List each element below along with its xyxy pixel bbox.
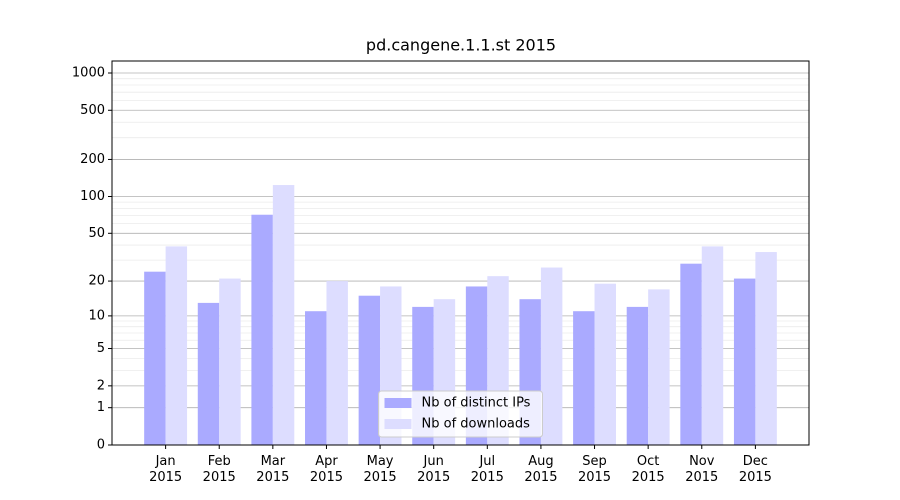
plot-frame (111, 60, 810, 446)
x-tick-label: Sep 2015 (578, 454, 611, 485)
x-tick-label: Apr 2015 (310, 454, 343, 485)
y-tick-label: 1 (97, 400, 105, 415)
y-tick-label: 5 (97, 341, 105, 356)
bar (326, 281, 348, 445)
legend-swatch (384, 419, 412, 429)
bar (594, 283, 616, 445)
x-tick-label: Feb 2015 (203, 454, 236, 485)
bar (219, 278, 241, 445)
bar (197, 302, 220, 445)
bar (272, 185, 295, 445)
bar (648, 289, 670, 445)
bar (165, 246, 188, 445)
x-tick-label: Jul 2015 (471, 454, 504, 485)
y-tick-label: 10 (88, 308, 105, 323)
y-tick-label: 1000 (72, 66, 105, 81)
bar (755, 252, 777, 445)
bar (251, 214, 273, 445)
x-tick-label: Aug 2015 (524, 454, 557, 485)
y-tick-label: 200 (80, 152, 105, 167)
bar (733, 278, 756, 445)
y-tick-label: 100 (80, 189, 105, 204)
x-tick-label: Nov 2015 (685, 454, 718, 485)
bar (680, 263, 702, 445)
y-tick-label: 20 (88, 274, 105, 289)
legend-box (378, 390, 543, 438)
legend-label: Nb of distinct IPs (422, 396, 531, 411)
bar (540, 267, 563, 445)
x-tick-label: Jan 2015 (149, 454, 182, 485)
bar (626, 306, 649, 445)
x-tick-label: Oct 2015 (632, 454, 665, 485)
chart-title: pd.cangene.1.1.st 2015 (366, 36, 556, 55)
bar (701, 246, 724, 445)
y-tick-label: 50 (88, 226, 105, 241)
bar (305, 311, 327, 445)
x-tick-label: Jun 2015 (417, 454, 450, 485)
bar (573, 311, 595, 445)
x-tick-label: May 2015 (364, 454, 397, 485)
bar (358, 295, 381, 445)
y-tick-label: 0 (97, 438, 105, 453)
legend-swatch (384, 398, 412, 408)
legend-label: Nb of downloads (422, 417, 531, 432)
legend: Nb of distinct IPs Nb of downloads (378, 390, 543, 438)
y-tick-label: 2 (97, 378, 105, 393)
x-tick-label: Dec 2015 (739, 454, 772, 485)
bar (144, 271, 166, 445)
y-tick-label: 500 (80, 103, 105, 118)
x-tick-label: Mar 2015 (256, 454, 289, 485)
